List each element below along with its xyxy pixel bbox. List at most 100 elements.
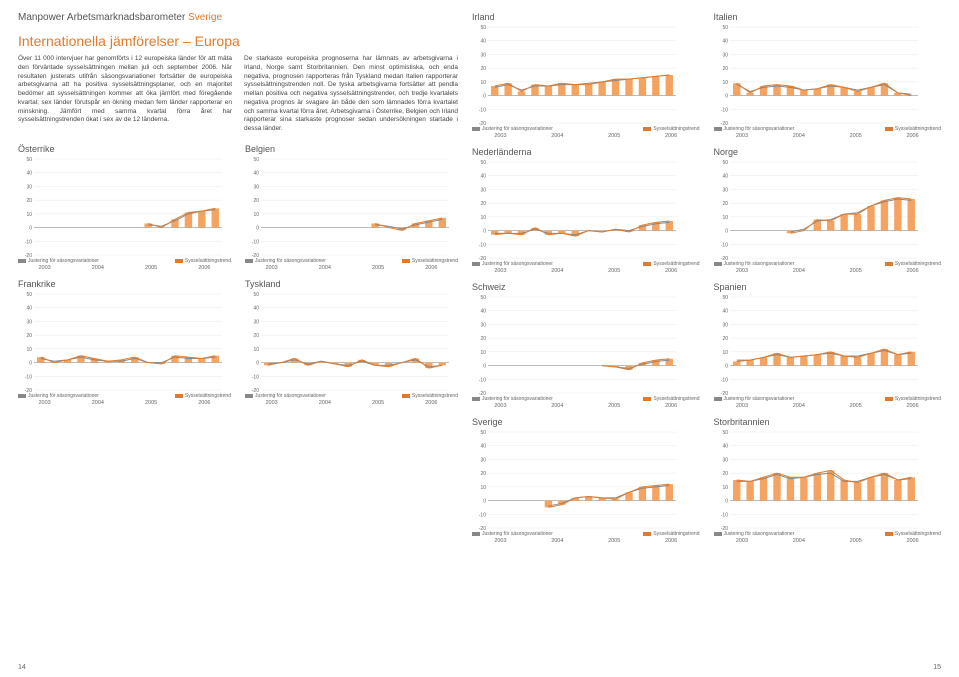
chart-legend: Justering för säsongsvariationer Syssels… — [245, 258, 458, 264]
svg-text:-10: -10 — [252, 239, 259, 245]
svg-text:50: 50 — [26, 292, 32, 298]
svg-text:30: 30 — [253, 319, 259, 325]
svg-text:50: 50 — [722, 295, 728, 301]
chart-legend: Justering för säsongsvariationer Syssels… — [245, 393, 458, 399]
chart-legend: Justering för säsongsvariationer Syssels… — [714, 396, 942, 402]
chart-title: Österrike — [18, 144, 231, 154]
svg-text:50: 50 — [480, 430, 486, 436]
chart-block: Italien -20-1001020304050 Justering för … — [714, 12, 942, 139]
svg-text:40: 40 — [722, 39, 728, 45]
chart-title: Nederländerna — [472, 147, 700, 157]
svg-text:10: 10 — [253, 212, 259, 218]
document-title: Manpower Arbetsmarknadsbarometer Sverige — [18, 12, 458, 23]
chart-block: Schweiz -20-1001020304050 Justering för … — [472, 282, 700, 409]
chart-canvas: -20-1001020304050 — [472, 295, 700, 395]
legend-adj: Justering för säsongsvariationer — [714, 261, 795, 267]
svg-text:40: 40 — [722, 309, 728, 315]
chart-canvas: -20-1001020304050 — [714, 25, 942, 125]
svg-text:40: 40 — [253, 171, 259, 177]
svg-text:40: 40 — [480, 174, 486, 180]
chart-title: Tyskland — [245, 279, 458, 289]
svg-text:30: 30 — [480, 52, 486, 58]
chart-years: 2003200420052006 — [18, 265, 231, 271]
chart-canvas: -20-1001020304050 — [472, 160, 700, 260]
chart-years: 2003200420052006 — [714, 538, 942, 544]
svg-text:-20: -20 — [479, 526, 486, 530]
svg-text:-10: -10 — [720, 512, 727, 518]
svg-text:-10: -10 — [720, 242, 727, 248]
legend-trend: Sysselsättningstrend — [643, 261, 699, 267]
doc-title-prefix: Manpower Arbetsmarknadsbarometer — [18, 12, 185, 23]
chart-years: 2003200420052006 — [18, 400, 231, 406]
chart-title: Italien — [714, 12, 942, 22]
chart-years: 2003200420052006 — [472, 403, 700, 409]
chart-legend: Justering för säsongsvariationer Syssels… — [714, 261, 942, 267]
svg-text:0: 0 — [256, 225, 259, 231]
svg-text:10: 10 — [722, 80, 728, 86]
svg-text:40: 40 — [722, 444, 728, 450]
legend-adj: Justering för säsongsvariationer — [714, 531, 795, 537]
legend-trend: Sysselsättningstrend — [175, 258, 231, 264]
chart-canvas: -20-1001020304050 — [714, 160, 942, 260]
legend-adj: Justering för säsongsvariationer — [472, 126, 553, 132]
chart-block: Sverige -20-1001020304050 Justering för … — [472, 417, 700, 544]
svg-text:50: 50 — [480, 160, 486, 166]
svg-text:0: 0 — [725, 94, 728, 100]
legend-trend: Sysselsättningstrend — [643, 126, 699, 132]
chart-years: 2003200420052006 — [472, 538, 700, 544]
svg-text:40: 40 — [480, 309, 486, 315]
legend-adj: Justering för säsongsvariationer — [472, 531, 553, 537]
svg-text:-10: -10 — [479, 512, 486, 518]
svg-text:20: 20 — [253, 333, 259, 339]
chart-grid-left: Österrike -20-1001020304050 Justering fö… — [18, 144, 458, 406]
svg-text:-10: -10 — [479, 107, 486, 113]
legend-adj: Justering för säsongsvariationer — [472, 396, 553, 402]
chart-legend: Justering för säsongsvariationer Syssels… — [714, 531, 942, 537]
svg-text:-10: -10 — [25, 374, 32, 380]
svg-text:-10: -10 — [479, 242, 486, 248]
svg-text:10: 10 — [26, 212, 32, 218]
chart-block: Irland -20-1001020304050 Justering för s… — [472, 12, 700, 139]
chart-block: Belgien -20-1001020304050 Justering för … — [245, 144, 458, 271]
chart-canvas: -20-1001020304050 — [714, 430, 942, 530]
svg-text:-20: -20 — [720, 256, 727, 260]
body-paragraph-2: De starkaste europeiska prognoserna har … — [244, 55, 458, 134]
svg-text:10: 10 — [480, 80, 486, 86]
svg-text:30: 30 — [253, 184, 259, 190]
svg-text:20: 20 — [480, 201, 486, 207]
page-number-right: 15 — [933, 664, 941, 671]
chart-legend: Justering för säsongsvariationer Syssels… — [18, 393, 231, 399]
legend-trend: Sysselsättningstrend — [175, 393, 231, 399]
svg-text:30: 30 — [480, 187, 486, 193]
chart-grid-right: Irland -20-1001020304050 Justering för s… — [472, 12, 941, 544]
svg-text:10: 10 — [722, 350, 728, 356]
svg-text:-10: -10 — [252, 374, 259, 380]
svg-text:20: 20 — [722, 336, 728, 342]
chart-canvas: -20-1001020304050 — [245, 292, 458, 392]
svg-text:10: 10 — [722, 215, 728, 221]
legend-trend: Sysselsättningstrend — [885, 261, 941, 267]
svg-text:0: 0 — [483, 499, 486, 505]
legend-trend: Sysselsättningstrend — [643, 531, 699, 537]
legend-adj: Justering för säsongsvariationer — [18, 258, 99, 264]
svg-text:-10: -10 — [720, 107, 727, 113]
svg-text:50: 50 — [480, 25, 486, 31]
svg-text:30: 30 — [480, 457, 486, 463]
svg-text:-10: -10 — [25, 239, 32, 245]
chart-legend: Justering för säsongsvariationer Syssels… — [472, 126, 700, 132]
svg-text:20: 20 — [480, 336, 486, 342]
chart-canvas: -20-1001020304050 — [18, 157, 231, 257]
svg-text:0: 0 — [725, 364, 728, 370]
svg-text:-20: -20 — [479, 256, 486, 260]
chart-years: 2003200420052006 — [245, 265, 458, 271]
svg-text:-20: -20 — [720, 121, 727, 125]
svg-text:40: 40 — [480, 39, 486, 45]
svg-text:30: 30 — [26, 319, 32, 325]
chart-title: Schweiz — [472, 282, 700, 292]
legend-adj: Justering för säsongsvariationer — [714, 396, 795, 402]
svg-text:30: 30 — [722, 187, 728, 193]
chart-years: 2003200420052006 — [472, 133, 700, 139]
svg-text:-20: -20 — [252, 388, 259, 392]
svg-text:50: 50 — [26, 157, 32, 163]
svg-text:0: 0 — [256, 360, 259, 366]
